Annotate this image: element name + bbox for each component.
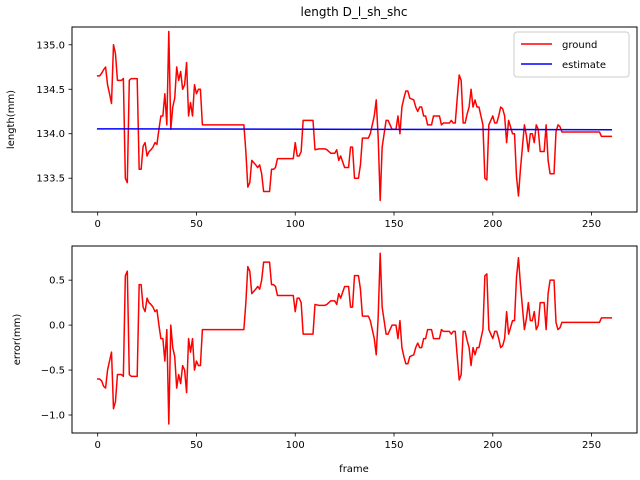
x-tick-label: 250 bbox=[582, 219, 601, 230]
x-tick-label: 250 bbox=[582, 440, 601, 451]
bottom-x-axis-label: frame bbox=[339, 464, 369, 475]
series-line-ground bbox=[96, 30, 613, 202]
bottom-x-ticks: 0 50 100 150 200 250 bbox=[94, 433, 601, 451]
x-tick-label: 200 bbox=[483, 440, 502, 451]
y-tick-label: 134.5 bbox=[36, 85, 65, 96]
y-tick-label: 133.5 bbox=[36, 174, 65, 185]
x-tick-label: 150 bbox=[384, 440, 403, 451]
legend-label-ground: ground bbox=[562, 40, 597, 51]
y-tick-label: 134.0 bbox=[36, 129, 65, 140]
bottom-y-axis-label: error(mm) bbox=[12, 314, 23, 366]
legend: ground estimate bbox=[513, 31, 630, 78]
top-chart: length D_l_sh_shc 0 50 100 150 200 250 133.51… bbox=[6, 5, 638, 230]
x-tick-label: 200 bbox=[483, 219, 502, 230]
series-line-estimate bbox=[96, 128, 613, 131]
y-tick-label: −1.0 bbox=[41, 411, 65, 422]
x-tick-label: 150 bbox=[384, 219, 403, 230]
y-tick-label: 135.0 bbox=[36, 40, 65, 51]
top-y-ticks: 133.5 134.0 134.5 135.0 bbox=[36, 40, 72, 185]
x-tick-label: 0 bbox=[94, 219, 100, 230]
y-tick-label: 0.0 bbox=[49, 321, 65, 332]
x-tick-label: 100 bbox=[286, 440, 305, 451]
chart-title: length D_l_sh_shc bbox=[301, 5, 408, 19]
x-tick-label: 0 bbox=[94, 440, 100, 451]
y-tick-label: 0.5 bbox=[49, 276, 65, 287]
x-tick-label: 100 bbox=[286, 219, 305, 230]
top-y-axis-label: length(mm) bbox=[6, 90, 17, 149]
series-line-error bbox=[96, 252, 613, 425]
y-tick-label: −0.5 bbox=[41, 366, 65, 377]
top-plot-area bbox=[96, 30, 613, 202]
x-tick-label: 50 bbox=[190, 219, 203, 230]
top-x-ticks: 0 50 100 150 200 250 bbox=[94, 212, 601, 230]
bottom-y-ticks: −1.0 −0.5 0.0 0.5 bbox=[41, 276, 72, 422]
bottom-plot-frame bbox=[71, 245, 638, 434]
legend-label-estimate: estimate bbox=[562, 60, 606, 71]
bottom-chart: 0 50 100 150 200 250 −1.0 −0.5 0.0 0.5 error(mm)… bbox=[12, 245, 638, 475]
bottom-plot-area bbox=[96, 252, 613, 425]
top-plot-frame bbox=[71, 26, 638, 213]
x-tick-label: 50 bbox=[190, 440, 203, 451]
